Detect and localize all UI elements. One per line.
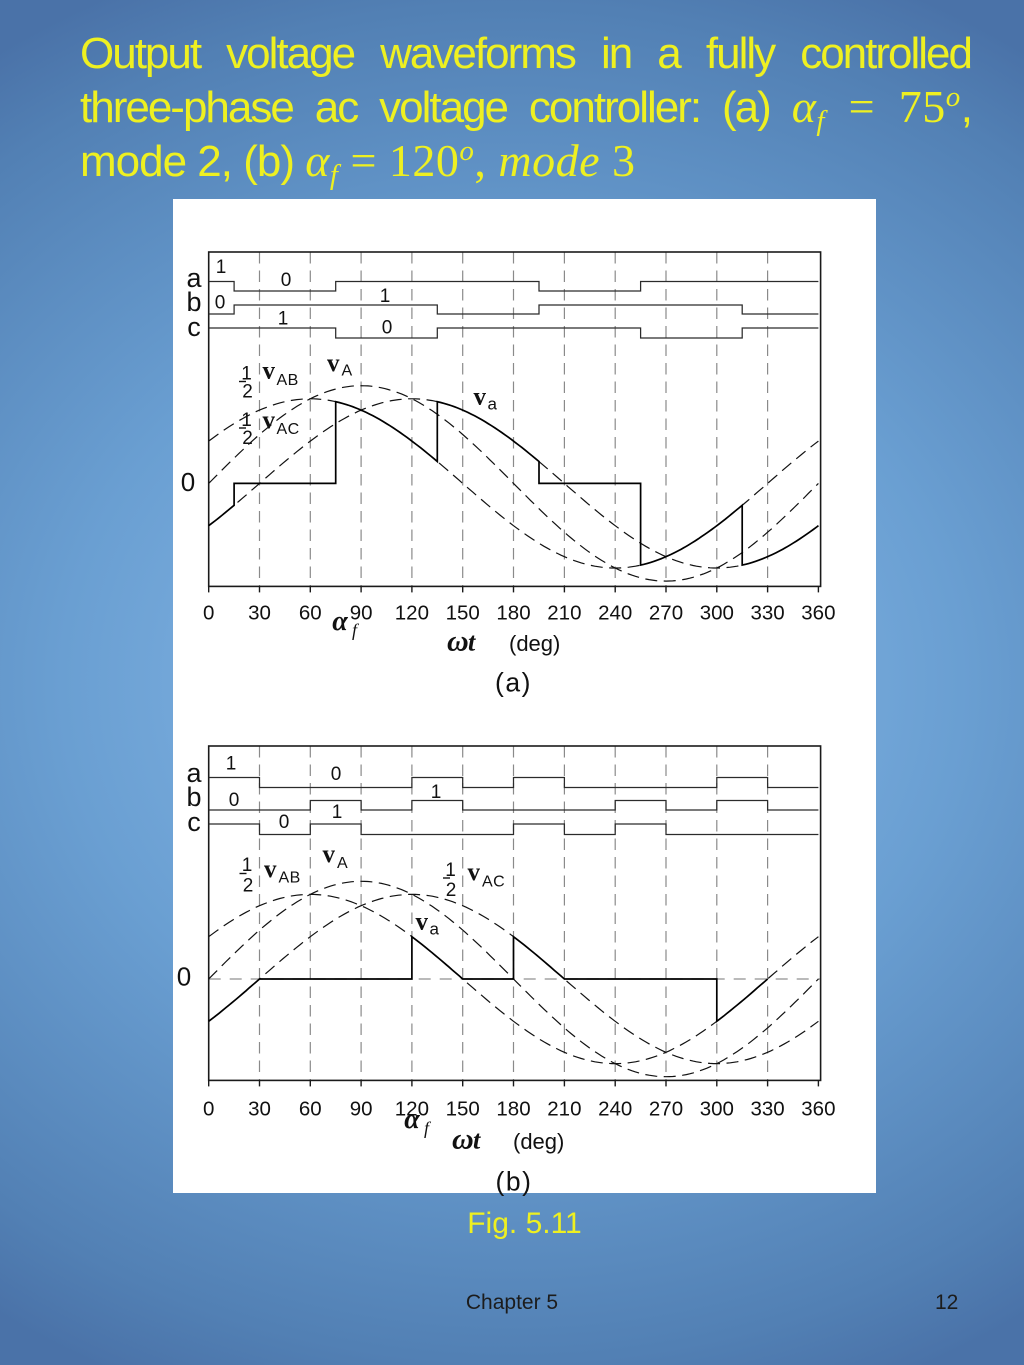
svg-text:240: 240: [598, 1098, 632, 1121]
svg-text:v: v: [263, 358, 276, 385]
svg-text:v: v: [323, 841, 336, 868]
svg-text:c: c: [187, 312, 201, 342]
svg-text:90: 90: [350, 602, 373, 625]
svg-text:0: 0: [229, 790, 240, 811]
svg-text:a: a: [186, 758, 202, 788]
svg-text:120: 120: [395, 1098, 429, 1121]
svg-text:AB: AB: [277, 372, 299, 389]
svg-text:b: b: [186, 287, 201, 317]
svg-text:(a): (a): [495, 668, 532, 698]
svg-text:150: 150: [446, 602, 480, 625]
svg-text:a: a: [430, 920, 440, 939]
svg-text:360: 360: [801, 1098, 835, 1121]
svg-text:v: v: [327, 350, 340, 377]
svg-text:2: 2: [242, 382, 253, 403]
svg-text:1: 1: [242, 855, 253, 876]
svg-text:300: 300: [700, 602, 734, 625]
svg-text:270: 270: [649, 602, 683, 625]
svg-text:α: α: [404, 1104, 420, 1135]
svg-text:v: v: [474, 384, 487, 411]
svg-text:AC: AC: [277, 421, 300, 438]
svg-text:30: 30: [248, 1098, 271, 1121]
svg-text:1: 1: [241, 410, 252, 431]
svg-text:120: 120: [395, 602, 429, 625]
svg-text:150: 150: [446, 1098, 480, 1121]
svg-text:b: b: [186, 782, 201, 812]
svg-text:AC: AC: [482, 874, 505, 891]
svg-text:30: 30: [248, 602, 271, 625]
svg-text:v: v: [263, 407, 276, 434]
svg-text:0: 0: [203, 602, 214, 625]
svg-text:1: 1: [380, 286, 391, 307]
svg-text:a: a: [488, 395, 498, 414]
svg-text:0: 0: [281, 270, 292, 291]
svg-text:A: A: [342, 363, 353, 380]
svg-text:f: f: [424, 1118, 432, 1138]
svg-text:180: 180: [496, 1098, 530, 1121]
svg-text:1: 1: [216, 257, 227, 278]
svg-text:0: 0: [177, 962, 191, 992]
svg-text:1: 1: [278, 309, 289, 330]
svg-text:0: 0: [382, 318, 393, 339]
svg-text:t: t: [473, 1126, 481, 1155]
svg-text:0: 0: [203, 1098, 214, 1121]
svg-text:ω: ω: [447, 625, 469, 658]
svg-text:1: 1: [445, 860, 456, 881]
svg-text:60: 60: [299, 602, 322, 625]
svg-text:v: v: [264, 856, 277, 883]
svg-text:1: 1: [332, 802, 343, 823]
svg-text:0: 0: [181, 467, 195, 497]
svg-text:ω: ω: [452, 1123, 474, 1156]
svg-text:270: 270: [649, 1098, 683, 1121]
svg-text:240: 240: [598, 602, 632, 625]
svg-text:v: v: [468, 859, 481, 886]
svg-text:1: 1: [226, 754, 237, 775]
svg-text:0: 0: [279, 812, 290, 833]
svg-text:α: α: [332, 606, 348, 637]
svg-text:1: 1: [241, 364, 252, 385]
svg-text:330: 330: [750, 602, 784, 625]
svg-text:60: 60: [299, 1098, 322, 1121]
svg-text:A: A: [337, 855, 348, 872]
svg-text:2: 2: [243, 876, 254, 897]
svg-text:a: a: [186, 263, 202, 293]
svg-text:f: f: [352, 620, 360, 640]
svg-text:360: 360: [801, 602, 835, 625]
svg-text:300: 300: [700, 1098, 734, 1121]
svg-text:v: v: [416, 909, 429, 936]
svg-text:AB: AB: [279, 870, 301, 887]
svg-text:0: 0: [215, 293, 226, 314]
svg-text:90: 90: [350, 1098, 373, 1121]
svg-text:t: t: [468, 628, 476, 657]
svg-text:180: 180: [496, 602, 530, 625]
svg-text:210: 210: [547, 602, 581, 625]
svg-text:(deg): (deg): [509, 631, 560, 656]
svg-text:2: 2: [242, 428, 253, 449]
svg-text:2: 2: [446, 880, 457, 901]
svg-text:330: 330: [750, 1098, 784, 1121]
svg-text:210: 210: [547, 1098, 581, 1121]
svg-text:1: 1: [431, 782, 442, 803]
svg-text:(b): (b): [496, 1167, 533, 1197]
svg-text:c: c: [187, 807, 201, 837]
svg-text:(deg): (deg): [513, 1129, 564, 1154]
svg-text:0: 0: [331, 764, 342, 785]
